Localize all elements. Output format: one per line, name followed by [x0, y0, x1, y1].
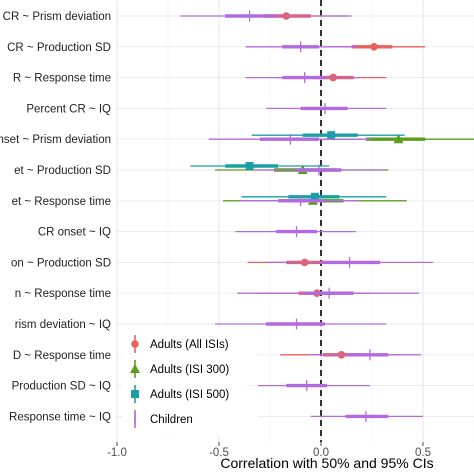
row-label: CR ~ Prism deviation	[3, 11, 111, 23]
x-tick-label: 0.0	[313, 447, 329, 459]
legend-key-marker	[130, 364, 140, 373]
legend: Adults (All ISIs) Adults (ISI 300) Adults …	[122, 328, 258, 436]
legend-label: Adults (All ISIs)	[150, 339, 229, 351]
row-label: Percent CR ~ IQ	[26, 103, 111, 115]
row-label: D ~ Response time	[13, 350, 111, 362]
x-tick-label: 0.5	[415, 447, 431, 459]
point-estimate	[370, 43, 378, 51]
row-label: CR ~ Production SD	[7, 42, 111, 54]
row-label: n ~ Response time	[15, 288, 111, 300]
row-label: onset ~ Prism deviation	[0, 134, 111, 146]
legend-label: Adults (ISI 300)	[150, 364, 229, 376]
legend-label: Children	[150, 414, 193, 426]
row-label-layer: CR ~ Prism deviation CR ~ Production SD R …	[0, 11, 111, 423]
x-tick-label: -1.0	[107, 447, 127, 459]
x-axis-title: Correlation with 50% and 95% CIs	[220, 455, 433, 471]
row-label: R ~ Response time	[13, 73, 111, 85]
x-tick-label: -0.5	[209, 447, 229, 459]
point-estimate	[310, 192, 319, 201]
legend-key-marker	[131, 340, 139, 348]
row-label: et ~ Response time	[12, 196, 111, 208]
point-estimate	[245, 162, 254, 170]
row-label: et ~ Production SD	[14, 165, 111, 177]
legend-background	[122, 328, 258, 436]
row-label: Response time ~ IQ	[9, 411, 111, 423]
legend-key-marker	[131, 390, 139, 398]
row-label: on ~ Production SD	[11, 257, 111, 269]
legend-label: Adults (ISI 500)	[150, 389, 229, 401]
mark-layer	[180, 10, 474, 422]
point-estimate	[393, 134, 404, 144]
row-label: Production SD ~ IQ	[12, 381, 111, 393]
point-estimate	[327, 131, 336, 140]
row-label: rism deviation ~ IQ	[15, 319, 111, 331]
row-label: CR onset ~ IQ	[38, 227, 111, 239]
x-axis: -1.0 -0.5 0.0 0.5	[107, 442, 431, 459]
